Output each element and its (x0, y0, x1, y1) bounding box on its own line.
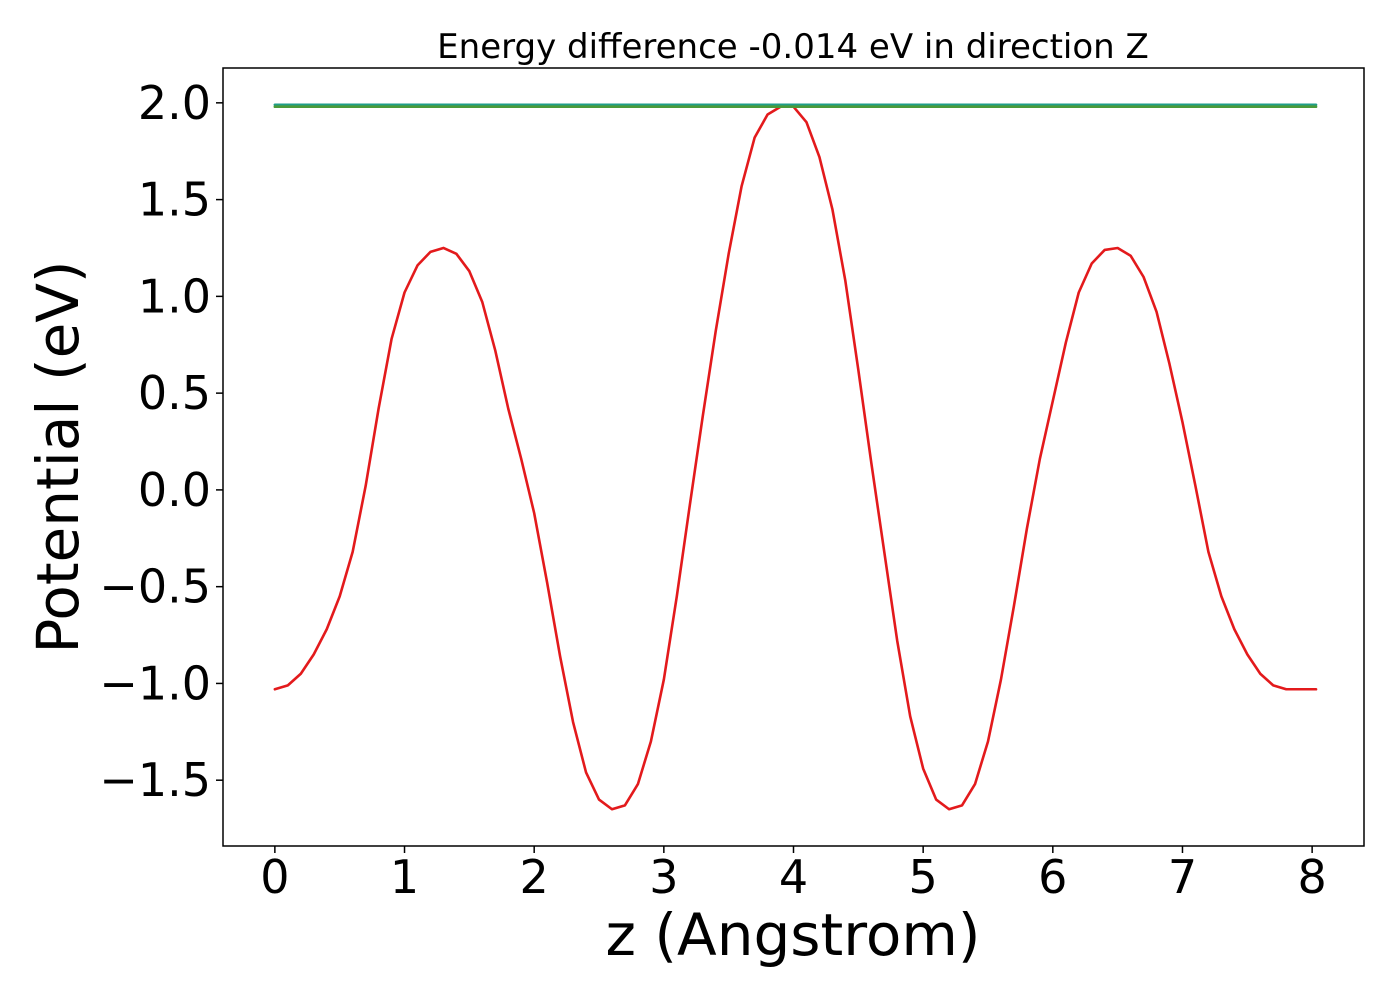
y-tick-label: 1.5 (138, 173, 211, 227)
x-tick-label: 4 (779, 850, 808, 904)
y-tick-label: −1.0 (99, 656, 211, 710)
y-tick-label: 2.0 (138, 76, 211, 130)
x-tick-label: 7 (1168, 850, 1197, 904)
x-tick-label: 5 (909, 850, 938, 904)
plot-layer (273, 103, 1318, 811)
y-tick-label: −1.5 (99, 753, 211, 807)
x-tick-label: 1 (390, 850, 419, 904)
y-tick-label: 0.5 (138, 366, 211, 420)
y-axis-label: Potential (eV) (24, 260, 92, 653)
y-tick-label: 0.0 (138, 463, 211, 517)
x-tick-label: 2 (520, 850, 549, 904)
series-line-1 (273, 105, 1318, 811)
y-tick-label: −0.5 (99, 560, 211, 614)
plot-frame (222, 67, 1365, 847)
chart-title: Energy difference -0.014 eV in direction… (437, 27, 1149, 67)
x-tick-label: 8 (1297, 850, 1326, 904)
x-tick-label: 6 (1038, 850, 1067, 904)
y-axis-ticks: −1.5 −1.0 −0.5 0.0 0.5 1.0 1.5 2.0 (99, 76, 223, 807)
x-tick-label: 0 (260, 850, 289, 904)
x-axis-label: z (Angstrom) (606, 901, 981, 969)
x-axis-ticks: 0 1 2 3 4 5 6 7 8 (260, 846, 1327, 904)
x-tick-label: 3 (649, 850, 678, 904)
y-tick-label: 1.0 (138, 269, 211, 323)
